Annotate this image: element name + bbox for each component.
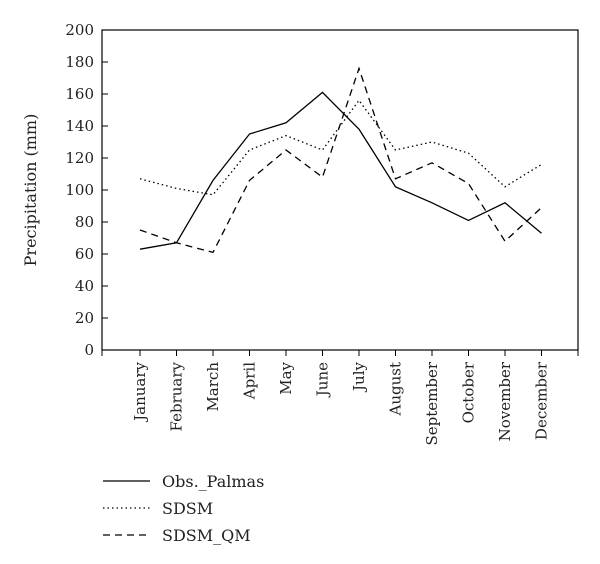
x-tick-label: March xyxy=(204,362,222,412)
y-tick-label: 140 xyxy=(65,117,94,135)
x-tick-label: June xyxy=(314,362,332,398)
y-axis-ticks: 0 20 40 60 80 100 120 140 160 180 200 xyxy=(65,21,108,359)
y-tick-label: 60 xyxy=(75,245,94,263)
y-tick-label: 100 xyxy=(65,181,94,199)
x-tick-label: August xyxy=(387,362,405,416)
x-tick-label: September xyxy=(423,361,441,445)
series-line-sdsm xyxy=(139,99,542,196)
y-tick-label: 180 xyxy=(65,53,94,71)
y-tick-label: 0 xyxy=(84,341,94,359)
x-tick-label: November xyxy=(496,361,514,441)
x-tick-label: April xyxy=(241,362,259,400)
x-tick-label: July xyxy=(350,361,368,392)
y-tick-label: 40 xyxy=(75,277,94,295)
x-tick-label: January xyxy=(131,361,149,422)
series-lines xyxy=(139,66,542,254)
legend: Obs._Palmas SDSM SDSM_QM xyxy=(103,472,264,545)
legend-label: Obs._Palmas xyxy=(162,472,264,491)
legend-label: SDSM xyxy=(162,499,213,518)
x-tick-label: February xyxy=(168,361,186,431)
x-tick-label: October xyxy=(460,361,478,423)
x-tick-label: May xyxy=(277,361,295,394)
y-tick-label: 160 xyxy=(65,85,94,103)
x-axis-ticks: January February March April May June July Augu… xyxy=(101,350,579,446)
series-line-obs-palmas xyxy=(139,91,542,250)
series-line-sdsm-qm xyxy=(139,66,542,254)
y-axis-label: Precipitation (mm) xyxy=(21,114,40,267)
legend-label: SDSM_QM xyxy=(162,526,251,545)
x-tick-label: December xyxy=(533,361,551,440)
y-tick-label: 20 xyxy=(75,309,94,327)
plot-frame xyxy=(101,29,579,351)
y-tick-label: 80 xyxy=(75,213,94,231)
y-tick-label: 200 xyxy=(65,21,94,39)
y-tick-label: 120 xyxy=(65,149,94,167)
